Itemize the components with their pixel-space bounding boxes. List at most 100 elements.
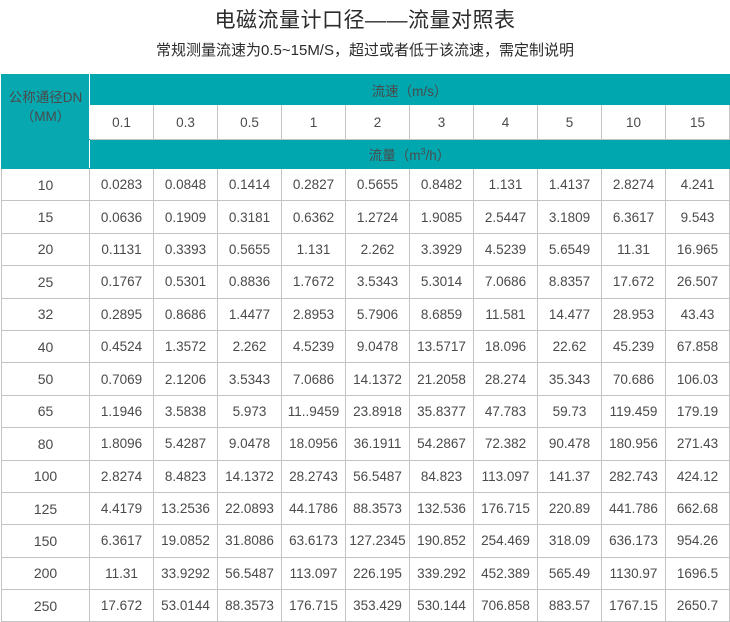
flow-cell: 3.5838	[153, 394, 218, 429]
flow-comparison-table: 公称通径DN （MM） 流速（m/s） 0.1 0.3 0.5 1 2 3 4 …	[1, 74, 730, 622]
flow-cell: 54.2867	[409, 427, 474, 461]
flow-cell: 127.2345	[345, 524, 410, 558]
flow-cell: 19.0852	[153, 524, 218, 558]
flow-header-cell: 流量（m3/h）	[88, 139, 730, 169]
flow-cell: 0.3393	[153, 232, 218, 267]
flow-cell: 3.5343	[217, 362, 282, 396]
flow-cell: 0.8482	[409, 167, 474, 202]
table-row: 50 0.7069 2.1206 3.5343 7.0686 14.1372 21.2058…	[1, 362, 730, 396]
flow-cell: 33.9292	[153, 556, 218, 591]
dn-cell: 32	[1, 297, 90, 331]
flow-cell: 1.3572	[153, 329, 218, 364]
flow-cell: 441.786	[601, 491, 666, 526]
flow-cell: 0.0283	[89, 167, 154, 202]
dn-cell: 10	[1, 167, 90, 202]
velocity-col-9: 15	[664, 104, 730, 140]
flow-cell: 883.57	[537, 589, 602, 622]
flow-cell: 119.459	[601, 394, 666, 429]
flow-cell: 43.43	[664, 297, 730, 331]
table-row: 10 0.0283 0.0848 0.1414 0.2827 0.5655 0.8482 1.…	[1, 167, 730, 202]
flow-cell: 106.03	[664, 362, 730, 396]
page-root: 电磁流量计口径——流量对照表 常规测量流速为0.5~15M/S，超过或者低于该流…	[1, 9, 730, 622]
flow-cell: 1.4477	[217, 297, 282, 331]
flow-cell: 8.4823	[153, 459, 218, 493]
flow-cell: 176.715	[473, 491, 538, 526]
flow-cell: 271.43	[664, 427, 730, 461]
flow-cell: 36.1911	[345, 427, 410, 461]
table-row: 200 11.31 33.9292 56.5487 113.097 226.195 339.…	[1, 556, 730, 591]
dn-cell: 15	[1, 200, 90, 234]
flow-cell: 0.3181	[217, 200, 282, 234]
flow-cell: 0.8686	[153, 297, 218, 331]
flow-cell: 47.783	[473, 394, 538, 429]
flow-cell: 0.5301	[153, 265, 218, 299]
flow-cell: 18.096	[473, 329, 538, 364]
flow-cell: 9.543	[664, 200, 730, 234]
flow-cell: 220.89	[537, 491, 602, 526]
flow-cell: 3.3929	[409, 232, 474, 267]
flow-cell: 31.8086	[217, 524, 282, 558]
flow-cell: 14.1372	[217, 459, 282, 493]
flow-cell: 318.09	[537, 524, 602, 558]
flow-cell: 72.382	[473, 427, 538, 461]
velocity-col-0: 0.1	[89, 104, 154, 140]
flow-cell: 2.262	[217, 329, 282, 364]
flow-cell: 452.389	[473, 556, 538, 591]
flow-header-unit-post: /h）	[425, 148, 451, 163]
flow-cell: 0.1414	[217, 167, 282, 202]
flow-cell: 18.0956	[281, 427, 346, 461]
dn-cell: 200	[1, 556, 90, 591]
flow-cell: 3.5343	[345, 265, 410, 299]
table-row: 250 17.672 53.0144 88.3573 176.715 353.429 530…	[1, 589, 730, 622]
flow-cell: 0.5655	[217, 232, 282, 267]
dn-cell: 100	[1, 459, 90, 493]
flow-cell: 5.7906	[345, 297, 410, 331]
flow-cell: 0.6362	[281, 200, 346, 234]
table-row: 32 0.2895 0.8686 1.4477 2.8953 5.7906 8.6859 11…	[1, 297, 730, 331]
flow-cell: 1.131	[473, 167, 538, 202]
flow-cell: 113.097	[281, 556, 346, 591]
flow-cell: 0.1767	[89, 265, 154, 299]
flow-cell: 179.19	[664, 394, 730, 429]
flow-cell: 8.6859	[409, 297, 474, 331]
flow-cell: 2.8953	[281, 297, 346, 331]
flow-cell: 141.37	[537, 459, 602, 493]
flow-cell: 0.1131	[89, 232, 154, 267]
flow-cell: 636.173	[601, 524, 666, 558]
flow-cell: 17.672	[601, 265, 666, 299]
flow-cell: 6.3617	[89, 524, 154, 558]
flow-cell: 662.68	[664, 491, 730, 526]
flow-header-spacer-cell	[1, 139, 90, 169]
table-head: 公称通径DN （MM） 流速（m/s） 0.1 0.3 0.5 1 2 3 4 …	[1, 74, 730, 169]
flow-cell: 565.49	[537, 556, 602, 591]
flow-cell: 180.956	[601, 427, 666, 461]
flow-cell: 56.5487	[217, 556, 282, 591]
flow-cell: 1767.15	[601, 589, 666, 622]
flow-cell: 5.973	[217, 394, 282, 429]
flow-cell: 4.241	[664, 167, 730, 202]
flow-cell: 13.5717	[409, 329, 474, 364]
table-row: 25 0.1767 0.5301 0.8836 1.7672 3.5343 5.3014 7.…	[1, 265, 730, 299]
flow-cell: 7.0686	[473, 265, 538, 299]
header-row-velocity-values: 0.1 0.3 0.5 1 2 3 4 5 10 15	[2, 104, 730, 140]
table-row: 100 2.8274 8.4823 14.1372 28.2743 56.5487 84.8…	[1, 459, 730, 493]
flow-cell: 14.477	[537, 297, 602, 331]
flow-cell: 56.5487	[345, 459, 410, 493]
velocity-col-2: 0.5	[217, 104, 282, 140]
flow-cell: 954.26	[664, 524, 730, 558]
flow-cell: 530.144	[409, 589, 474, 622]
flow-cell: 424.12	[664, 459, 730, 493]
flow-cell: 0.2827	[281, 167, 346, 202]
flow-cell: 9.0478	[217, 427, 282, 461]
flow-cell: 8.8357	[537, 265, 602, 299]
header-row-flow: 流量（m3/h）	[1, 139, 730, 169]
flow-cell: 2.8274	[89, 459, 154, 493]
dn-cell: 250	[1, 589, 90, 622]
flow-cell: 11.31	[89, 556, 154, 591]
flow-cell: 0.1909	[153, 200, 218, 234]
flow-cell: 14.1372	[345, 362, 410, 396]
flow-cell: 706.858	[473, 589, 538, 622]
header-row-velocity: 公称通径DN （MM） 流速（m/s）	[1, 74, 730, 140]
flow-cell: 0.7069	[89, 362, 154, 396]
velocity-col-1: 0.3	[153, 104, 218, 140]
